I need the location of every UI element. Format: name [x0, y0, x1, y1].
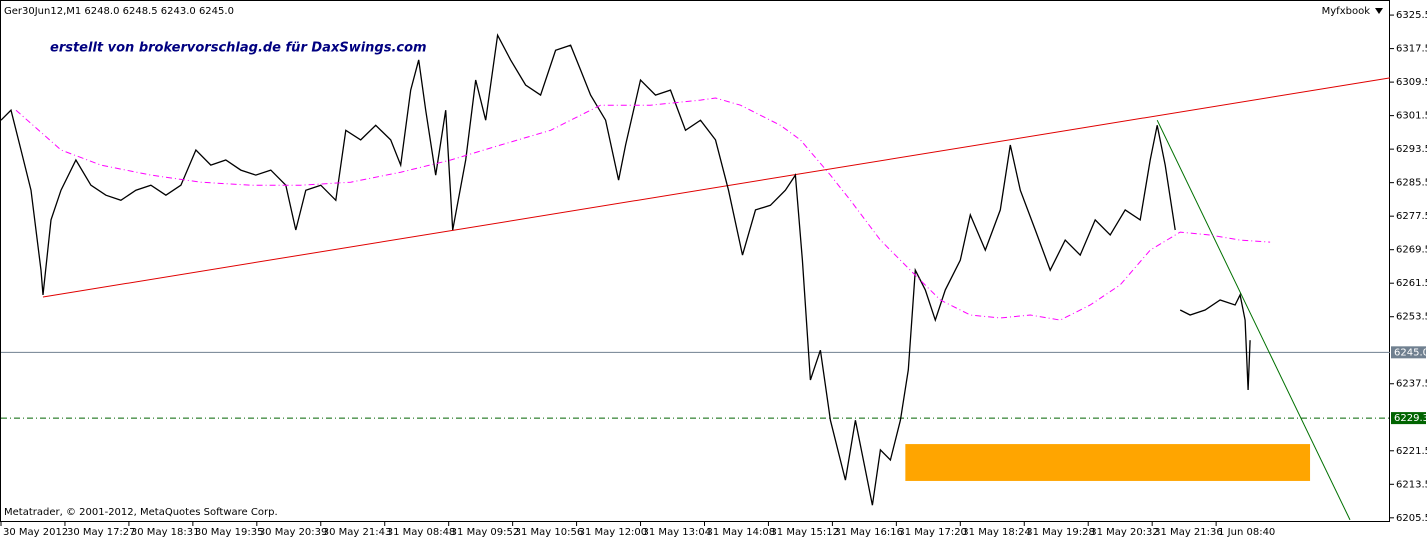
- level-box: [1391, 412, 1426, 425]
- y-tick-label: 6269.5: [1396, 245, 1427, 256]
- x-tick-label: 31 May 12:00: [579, 527, 648, 538]
- x-tick-label: 31 May 19:28: [1026, 527, 1095, 538]
- scroll-icon: [1375, 8, 1383, 14]
- zone: [905, 444, 1311, 481]
- x-tick-label: 30 May 21:43: [323, 527, 392, 538]
- y-tick-label: 6325.5: [1396, 10, 1427, 21]
- x-tick-label: 31 May 09:52: [451, 527, 520, 538]
- y-tick-label: 6293.5: [1396, 144, 1427, 155]
- x-tick-label: 31 May 20:32: [1090, 527, 1159, 538]
- x-tick-label: 30 May 19:35: [195, 527, 264, 538]
- y-tick-label: 6253.5: [1396, 312, 1427, 323]
- level-box: [1391, 346, 1426, 359]
- y-tick-label: 6277.5: [1396, 211, 1427, 222]
- level-label: 6245.0: [1394, 347, 1427, 358]
- level-label: 6229.3: [1394, 413, 1427, 424]
- y-tick-label: 6285.5: [1396, 178, 1427, 189]
- trend-line: [1156, 119, 1351, 521]
- x-tick-label: 31 May 13:04: [643, 527, 712, 538]
- y-tick-label: 6301.5: [1396, 111, 1427, 122]
- chart-header: Ger30Jun12,M1 6248.0 6248.5 6243.0 6245.…: [4, 6, 234, 17]
- annotation: erstellt von brokervorschlag.de für DaxS…: [50, 41, 427, 56]
- moving-average: [15, 97, 1271, 321]
- price-line: [0, 33, 1251, 506]
- plot-frame: [0, 0, 1390, 522]
- x-tick-label: 30 May 17:27: [67, 527, 136, 538]
- x-tick-label: 31 May 21:36: [1154, 527, 1223, 538]
- y-tick-label: 6261.5: [1396, 278, 1427, 289]
- x-tick-label: 31 May 10:56: [515, 527, 584, 538]
- y-tick-label: 6205.5: [1396, 513, 1427, 524]
- y-tick-label: 6221.5: [1396, 446, 1427, 457]
- y-tick-label: 6317.5: [1396, 44, 1427, 55]
- copyright: Metatrader, © 2001-2012, MetaQuotes Soft…: [4, 507, 278, 518]
- x-tick-label: 31 May 16:16: [834, 527, 903, 538]
- brand: Myfxbook: [1322, 6, 1371, 17]
- x-tick-label: 31 May 17:20: [898, 527, 967, 538]
- x-tick-label: 1 Jun 08:40: [1218, 527, 1275, 538]
- x-tick-label: 30 May 2012: [3, 527, 68, 538]
- x-tick-label: 31 May 15:12: [770, 527, 839, 538]
- trend-line: [42, 77, 1391, 298]
- y-tick-label: 6213.5: [1396, 479, 1427, 490]
- x-tick-label: 31 May 14:08: [706, 527, 775, 538]
- x-tick-label: 30 May 20:39: [259, 527, 328, 538]
- y-tick-label: 6309.5: [1396, 77, 1427, 88]
- x-tick-label: 30 May 18:31: [131, 527, 200, 538]
- y-tick-label: 6237.5: [1396, 379, 1427, 390]
- x-tick-label: 31 May 08:48: [387, 527, 456, 538]
- x-tick-label: 31 May 18:24: [962, 527, 1031, 538]
